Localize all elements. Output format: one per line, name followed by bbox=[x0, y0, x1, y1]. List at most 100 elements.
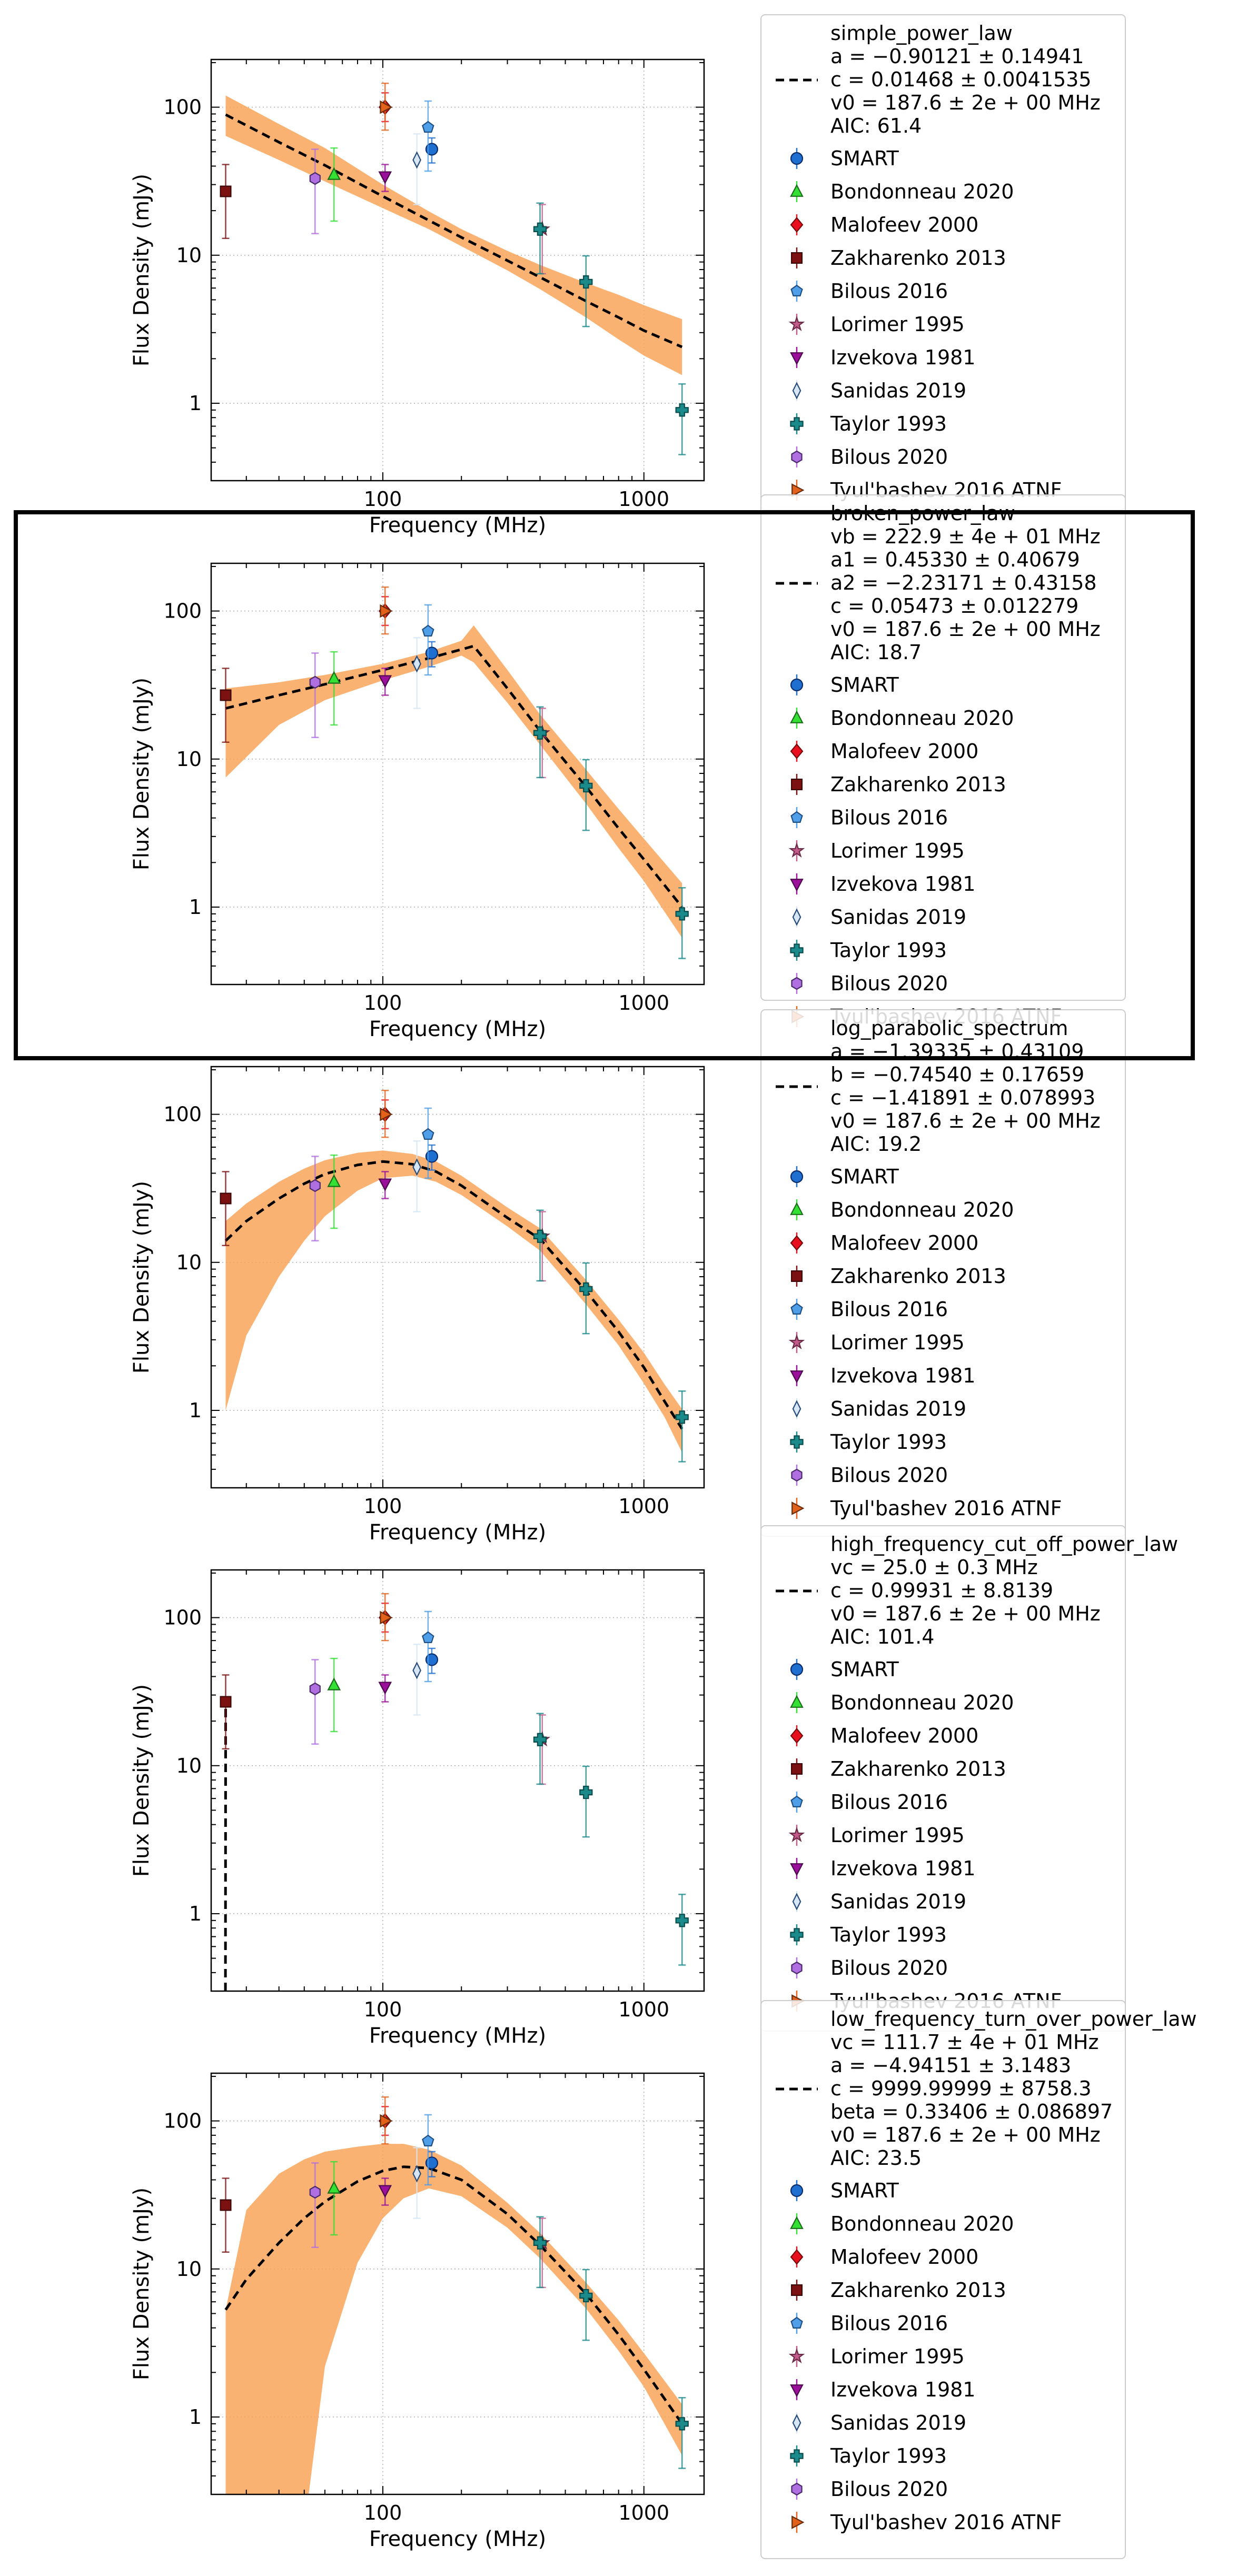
legend-label: SMART bbox=[830, 673, 899, 697]
legend-param: a2 = −2.23171 ± 0.43158 bbox=[830, 571, 1097, 594]
x-tick-label: 100 bbox=[364, 1495, 402, 1518]
marker bbox=[425, 1150, 439, 1163]
data-point bbox=[533, 2216, 547, 2289]
fit-line bbox=[225, 113, 683, 349]
marker bbox=[579, 275, 593, 289]
legend-entry: Tyul'bashev 2016 ATNF bbox=[791, 2511, 1062, 2534]
marker bbox=[675, 403, 689, 417]
data-point bbox=[533, 1209, 547, 1282]
legend-param: a1 = 0.45330 ± 0.40679 bbox=[830, 548, 1080, 571]
marker bbox=[533, 726, 547, 740]
y-tick-label: 10 bbox=[176, 2257, 202, 2281]
data-point bbox=[412, 637, 421, 709]
legend-label: Sanidas 2019 bbox=[830, 2411, 966, 2434]
marker bbox=[327, 167, 341, 180]
data-point bbox=[412, 133, 421, 205]
data-point bbox=[378, 1171, 392, 1199]
data-point bbox=[220, 164, 232, 239]
x-axis-label: Frequency (MHz) bbox=[369, 2527, 546, 2551]
data-point bbox=[579, 759, 593, 831]
legend-entry: SMART bbox=[790, 147, 899, 170]
legend-label: Izvekova 1981 bbox=[830, 2378, 975, 2401]
legend-entry: Bondonneau 2020 bbox=[790, 1691, 1014, 1714]
marker bbox=[220, 689, 232, 701]
marker bbox=[422, 2134, 434, 2147]
legend-marker bbox=[790, 1235, 804, 1251]
y-tick-label: 100 bbox=[163, 1103, 202, 1126]
legend-label: Malofeev 2000 bbox=[830, 1724, 978, 1747]
marker bbox=[380, 604, 393, 618]
legend-entry: Sanidas 2019 bbox=[792, 379, 966, 402]
x-tick-label: 1000 bbox=[618, 1998, 669, 2021]
legend-entry: SMART bbox=[790, 1165, 899, 1188]
marker bbox=[378, 2185, 392, 2198]
legend-marker bbox=[792, 908, 801, 926]
legend-marker bbox=[788, 315, 805, 332]
y-tick-label: 10 bbox=[176, 1754, 202, 1777]
marker bbox=[422, 1631, 434, 1644]
legend-entry: Bilous 2020 bbox=[791, 972, 948, 995]
legend-label: Taylor 1993 bbox=[830, 2444, 947, 2468]
legend-entry: Sanidas 2019 bbox=[792, 906, 966, 929]
legend-entry: Bondonneau 2020 bbox=[790, 1198, 1014, 1221]
legend-label: Bondonneau 2020 bbox=[830, 180, 1014, 203]
legend-param: v0 = 187.6 ± 2e + 00 MHz bbox=[830, 2123, 1101, 2146]
data-point bbox=[579, 255, 593, 327]
legend-param: v0 = 187.6 ± 2e + 00 MHz bbox=[830, 1109, 1101, 1132]
legend-label: Taylor 1993 bbox=[830, 1923, 947, 1946]
marker bbox=[412, 2165, 421, 2183]
marker bbox=[378, 1178, 392, 1191]
y-tick-label: 100 bbox=[163, 600, 202, 623]
ticks bbox=[211, 1067, 704, 1488]
marker bbox=[309, 1682, 321, 1696]
uncertainty-band bbox=[225, 2144, 682, 2494]
legend-label: Taylor 1993 bbox=[830, 1430, 947, 1454]
legend-param: v0 = 187.6 ± 2e + 00 MHz bbox=[830, 1602, 1101, 1625]
uncertainty-band bbox=[225, 95, 682, 375]
x-tick-label: 100 bbox=[364, 2501, 402, 2524]
legend-entry: Izvekova 1981 bbox=[790, 1364, 975, 1387]
legend-param: a = −4.94151 ± 3.1483 bbox=[830, 2054, 1071, 2077]
legend-label: Malofeev 2000 bbox=[830, 2245, 978, 2269]
marker bbox=[422, 121, 434, 133]
legend-entry: Bilous 2016 bbox=[790, 2312, 948, 2335]
ticks bbox=[211, 563, 704, 985]
legend-label: Zakharenko 2013 bbox=[830, 246, 1006, 270]
legend-entry: Lorimer 1995 bbox=[788, 313, 965, 336]
marker bbox=[327, 1174, 341, 1187]
data-point bbox=[422, 1107, 434, 1179]
legend-label: Malofeev 2000 bbox=[830, 740, 978, 763]
data-point bbox=[220, 1674, 232, 1749]
marker bbox=[220, 185, 232, 197]
marker bbox=[675, 907, 689, 921]
legend-entry: Bilous 2016 bbox=[790, 806, 948, 829]
legend-label: Tyul'bashev 2016 ATNF bbox=[830, 1497, 1062, 1520]
data-point bbox=[579, 2269, 593, 2341]
legend-entry: SMART bbox=[790, 673, 899, 697]
panel-low_frequency_turn_over_power_law: 100 1000 1 10 100 Frequency (MHz) Flux Density… bbox=[130, 2072, 705, 2551]
legend-marker bbox=[790, 1663, 804, 1676]
marker bbox=[412, 151, 421, 169]
data-point bbox=[309, 148, 321, 234]
plot-area bbox=[220, 1089, 689, 1463]
legend-entry: Malofeev 2000 bbox=[790, 740, 978, 763]
x-tick-label: 100 bbox=[364, 488, 402, 511]
data-point bbox=[327, 1657, 341, 1733]
marker bbox=[309, 2185, 321, 2199]
legend-marker bbox=[790, 2384, 804, 2398]
data-point bbox=[533, 706, 547, 779]
legend-entry: Sanidas 2019 bbox=[792, 1397, 966, 1420]
legend-label: Lorimer 1995 bbox=[830, 313, 965, 336]
legend-param: c = −1.41891 ± 0.078993 bbox=[830, 1086, 1095, 1109]
plot-area bbox=[220, 2096, 689, 2494]
legend-label: Bilous 2016 bbox=[830, 1791, 948, 1814]
y-tick-label: 1 bbox=[189, 2405, 202, 2429]
data-point bbox=[220, 1171, 232, 1246]
marker bbox=[422, 1128, 434, 1140]
x-axis-label: Frequency (MHz) bbox=[369, 2024, 546, 2048]
data-point bbox=[378, 2177, 392, 2206]
legend-label: Taylor 1993 bbox=[830, 412, 947, 435]
legend-label: SMART bbox=[830, 1165, 899, 1188]
